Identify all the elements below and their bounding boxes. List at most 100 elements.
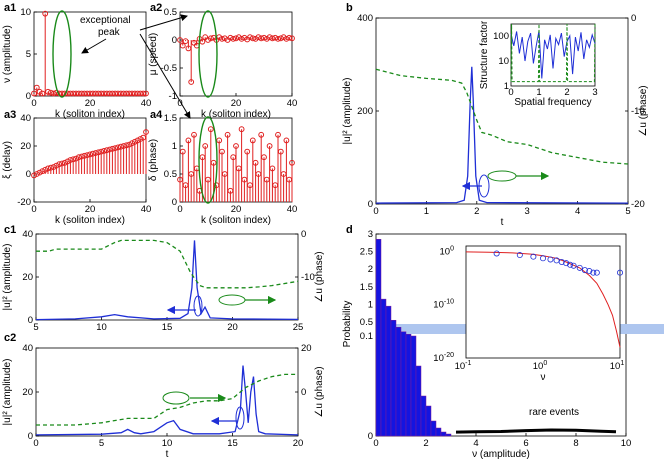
d-bar — [390, 319, 397, 437]
a4-point — [207, 126, 214, 133]
a2-point — [247, 34, 253, 41]
c2-ellipse-blue — [235, 406, 245, 430]
a4-point — [238, 126, 245, 133]
d-xtick-label: 6 — [523, 438, 528, 449]
a4-point — [185, 137, 192, 144]
c2-ylabel: |u|² (amplitude) — [2, 359, 13, 426]
d-bar — [375, 239, 382, 437]
a1-xtick-label: 0 — [31, 98, 36, 109]
b-xtick-label: 5 — [625, 206, 630, 217]
b-ytick-label: 200 — [357, 106, 373, 117]
d-inset-point — [593, 269, 600, 276]
d-ytick-label: 0 — [368, 431, 373, 442]
a4-point — [244, 148, 251, 155]
a2-point — [266, 34, 273, 41]
c2-ytick-label: 40 — [22, 343, 33, 354]
d-xlabel: ν (amplitude) — [472, 449, 530, 460]
annotation-peak: peak — [98, 27, 121, 38]
a2-ytick-label: -0.5 — [161, 63, 177, 74]
c2-xtick-label: 15 — [227, 438, 238, 449]
a2-point — [261, 34, 267, 41]
d-bar — [445, 433, 452, 437]
d-ytick-label: 0.5 — [360, 317, 373, 328]
d-inset-xtick-label: 100 — [533, 360, 548, 372]
d-inset-point — [516, 252, 523, 259]
b-inset-xtick-label: 2 — [564, 87, 569, 98]
c2-y2tick-label: 20 — [301, 343, 312, 354]
a3-point — [31, 172, 37, 179]
d-ytick-label: 2.5 — [360, 247, 373, 258]
c2-xtick-label: 10 — [162, 438, 173, 449]
a1-point — [47, 89, 54, 96]
a2-point — [179, 42, 186, 49]
c2-ytick-label: 0 — [28, 431, 33, 442]
highlight-ellipse-a1 — [52, 10, 72, 98]
d-ytick-label: 3 — [368, 229, 373, 240]
d-bar — [395, 327, 402, 437]
b-xlabel: t — [501, 217, 504, 228]
d-bar — [440, 431, 447, 437]
c1-xtick-label: 20 — [227, 322, 238, 333]
d-bar — [420, 395, 427, 437]
a3-xtick-label: 0 — [31, 204, 36, 215]
panel-label-c1: c1 — [4, 224, 16, 236]
b-inset-ytick-label: 100 — [493, 31, 509, 42]
c2-xtick-label: 0 — [33, 438, 38, 449]
d-bar — [385, 305, 392, 437]
c2-ellipse-green — [162, 391, 190, 405]
b-inset-axes — [510, 23, 596, 87]
a2-ytick-label: -1 — [169, 91, 177, 102]
d-inset-point — [540, 255, 547, 262]
a1-point — [33, 84, 40, 91]
c1-ytick-label: 0 — [28, 315, 33, 326]
d-inset-point — [570, 262, 577, 269]
c1-y2tick-label: -10 — [301, 272, 315, 283]
a4-ytick-label: 1.5 — [164, 113, 177, 124]
c1-amplitude-line — [35, 240, 299, 321]
a4-point — [283, 137, 290, 144]
a1-ytick-label: 0 — [26, 91, 31, 102]
panel-label-a4: a4 — [150, 109, 163, 121]
a4-point — [233, 143, 239, 149]
d-inset-xtick-label: 10-1 — [455, 360, 472, 372]
a2-point — [255, 34, 262, 41]
a2-ytick-label: 0.5 — [164, 7, 177, 18]
a4-ytick-label: 0 — [172, 197, 177, 208]
b-inset-green-line — [510, 23, 596, 83]
a2-xtick-label: 0 — [177, 98, 182, 109]
d-inset-point — [586, 268, 593, 275]
d-inset-xlabel: ν — [541, 372, 546, 383]
b-ellipse-green — [487, 170, 517, 182]
a3-xtick-label: 40 — [141, 204, 152, 215]
a3-xlabel: k (soliton index) — [55, 215, 125, 226]
d-inset-fit-curve — [465, 251, 621, 348]
d-bar — [405, 334, 412, 437]
d-inset-axes — [465, 245, 621, 359]
a2-point — [289, 35, 295, 42]
c1-ylabel: |u|² (amplitude) — [2, 244, 13, 311]
b-inset-xtick-label: 3 — [592, 87, 597, 98]
d-bar — [435, 427, 442, 437]
c1-ytick-label: 20 — [22, 272, 33, 283]
a4-ylabel: δ (phase) — [148, 139, 159, 181]
c1-xtick-label: 15 — [162, 322, 173, 333]
a4-xtick-label: 20 — [231, 204, 242, 215]
panel-label-d: d — [346, 224, 353, 236]
a2-point — [188, 79, 195, 85]
a2-ylabel: μ (speed) — [148, 33, 159, 75]
b-inset-ytick-label: 1 — [504, 81, 509, 92]
a2-ytick-label: 0 — [172, 35, 177, 46]
b-ylabel: |u|² (amplitude) — [342, 78, 353, 145]
a4-point — [269, 165, 276, 172]
d-rare-events-line — [455, 428, 617, 434]
c2-xtick-label: 5 — [99, 438, 104, 449]
d-ytick-label: 2 — [368, 264, 373, 275]
d-bar — [400, 331, 407, 437]
d-bar — [425, 405, 432, 437]
a3-ytick-label: 40 — [20, 113, 31, 124]
a4-point — [277, 148, 284, 155]
annotation-arrow-a4 — [139, 33, 191, 119]
b-ytick-label: 0 — [368, 199, 373, 210]
a3-ytick-label: 0 — [26, 169, 31, 180]
b-amplitude-line — [375, 66, 629, 204]
